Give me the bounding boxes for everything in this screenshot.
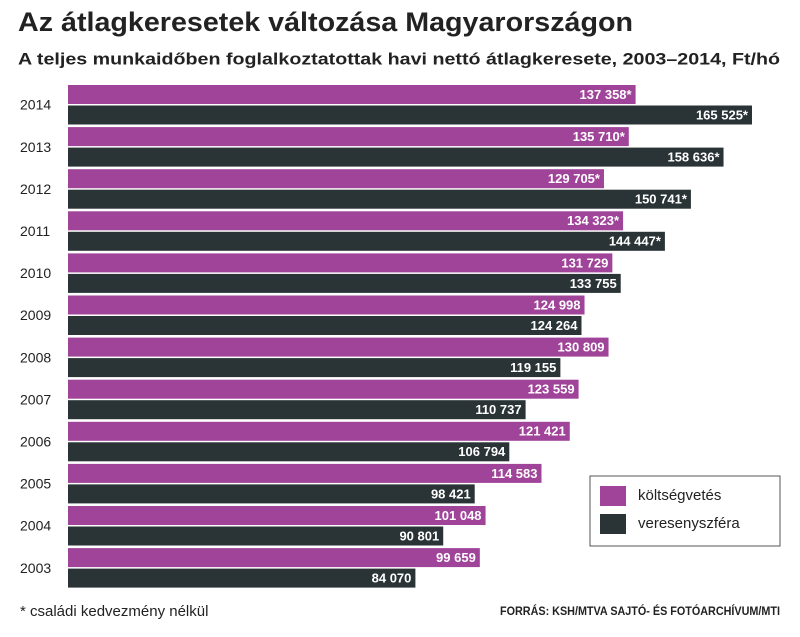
value-label: 158 636* — [667, 150, 720, 165]
bar — [68, 211, 624, 231]
bar — [68, 295, 585, 315]
legend-swatch — [600, 486, 626, 506]
value-label: 99 659 — [436, 550, 476, 565]
value-label: 129 705* — [548, 171, 601, 186]
y-tick-label: 2012 — [20, 181, 51, 197]
value-label: 119 155 — [510, 360, 556, 375]
value-label: 84 070 — [372, 571, 412, 586]
y-tick-label: 2004 — [20, 518, 51, 534]
bar — [68, 568, 416, 588]
y-tick-label: 2009 — [20, 307, 51, 323]
legend-label: költségvetés — [638, 487, 721, 504]
y-tick-label: 2005 — [20, 476, 51, 492]
y-tick-label: 2006 — [20, 434, 51, 450]
y-tick-label: 2010 — [20, 265, 51, 281]
value-label: 131 729 — [561, 255, 608, 270]
bar — [68, 273, 621, 293]
value-label: 133 755 — [570, 276, 617, 291]
value-label: 137 358* — [580, 87, 633, 102]
value-label: 124 264 — [530, 318, 578, 333]
value-label: 114 583 — [491, 466, 537, 481]
bar — [68, 85, 636, 104]
bar — [68, 316, 582, 335]
legend-label: veresenyszféra — [638, 515, 740, 532]
value-label: 123 559 — [528, 382, 575, 397]
bar — [68, 484, 475, 504]
bar — [68, 147, 724, 167]
bar — [68, 421, 570, 441]
bar — [68, 189, 691, 209]
footnote: * családi kedvezmény nélkül — [20, 603, 208, 620]
bar — [68, 506, 486, 525]
bar — [68, 358, 561, 378]
bar — [68, 231, 665, 251]
bar — [68, 548, 480, 568]
bar — [68, 526, 444, 546]
y-tick-label: 2013 — [20, 139, 51, 155]
value-label: 98 421 — [431, 486, 471, 501]
bar — [68, 253, 613, 273]
value-label: 135 710* — [573, 129, 626, 144]
value-label: 101 048 — [435, 508, 482, 523]
chart-title: Az átlagkeresetek változása Magyarország… — [18, 7, 633, 37]
value-label: 134 323* — [567, 213, 620, 228]
value-label: 130 809 — [558, 340, 605, 355]
bar — [68, 463, 542, 483]
bar — [68, 127, 629, 147]
value-label: 121 421 — [519, 424, 566, 439]
value-label: 124 998 — [534, 297, 581, 312]
bar — [68, 379, 579, 399]
bar — [68, 105, 752, 125]
bar — [68, 400, 526, 420]
chart-subtitle: A teljes munkaidőben foglalkoztatottak h… — [18, 49, 780, 68]
bar — [68, 337, 609, 357]
value-label: 110 737 — [475, 402, 521, 417]
y-tick-label: 2003 — [20, 560, 51, 576]
bar — [68, 169, 604, 189]
value-label: 106 794 — [458, 444, 506, 459]
y-tick-label: 2007 — [20, 391, 51, 407]
value-label: 90 801 — [399, 528, 439, 543]
source: FORRÁS: KSH/MTVA SAJTÓ- ÉS FOTÓARCHÍVUM/… — [500, 603, 780, 618]
y-tick-label: 2014 — [20, 97, 51, 113]
value-label: 144 447* — [609, 234, 662, 249]
y-tick-label: 2008 — [20, 349, 51, 365]
y-tick-label: 2011 — [20, 223, 50, 239]
value-label: 150 741* — [635, 192, 688, 207]
value-label: 165 525* — [696, 107, 749, 122]
bar — [68, 442, 510, 462]
legend-swatch — [600, 514, 626, 534]
